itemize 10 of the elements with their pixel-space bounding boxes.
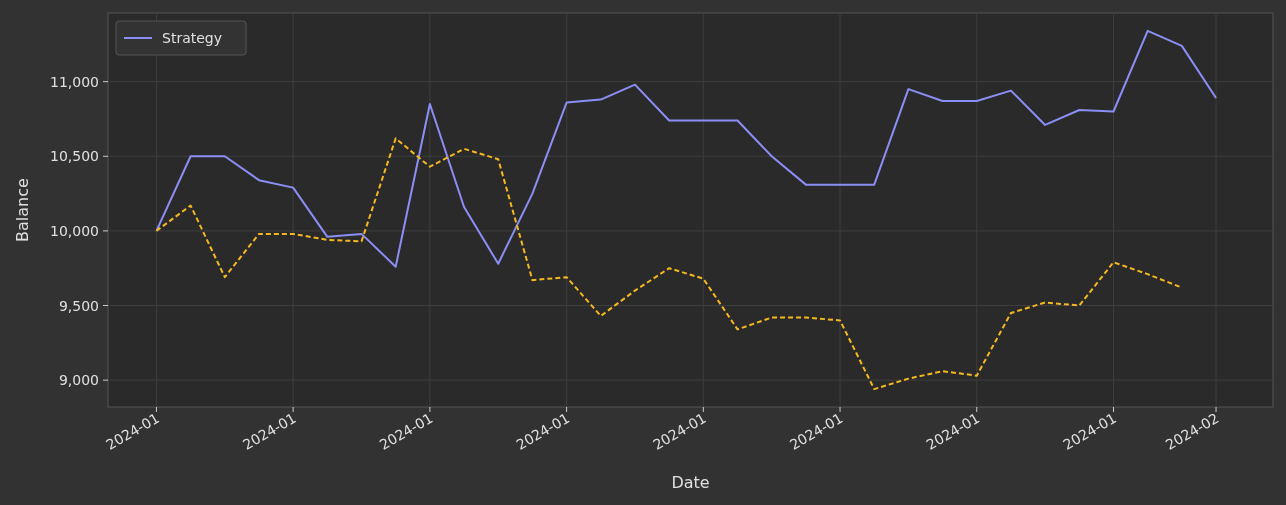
x-axis-title: Date [671, 473, 710, 492]
y-tick-label: 10,000 [50, 222, 99, 239]
y-axis-title: Balance [13, 178, 32, 242]
y-tick-label: 9,500 [58, 297, 99, 314]
y-tick-label: 10,500 [50, 148, 99, 165]
y-tick-label: 9,000 [58, 372, 99, 389]
line-series [155, 137, 1183, 391]
y-tick-label: 11,000 [50, 73, 99, 90]
legend-label: Strategy [162, 30, 222, 46]
line-series [155, 29, 1218, 268]
